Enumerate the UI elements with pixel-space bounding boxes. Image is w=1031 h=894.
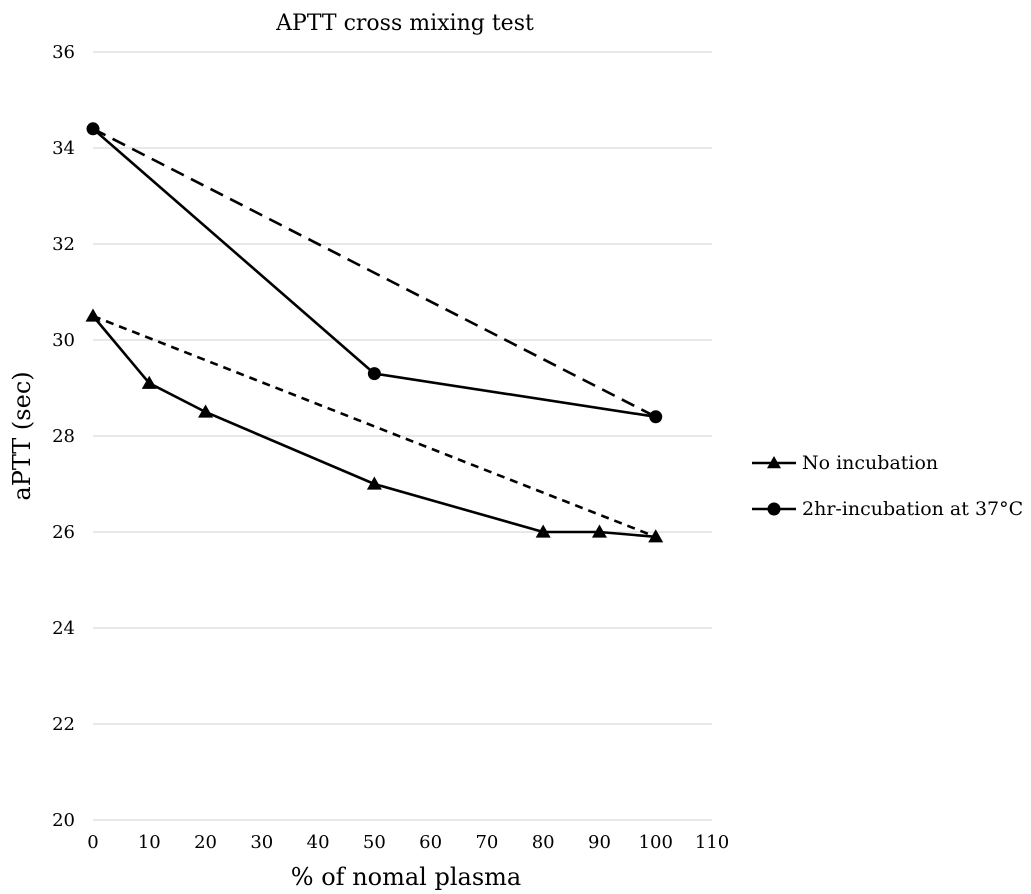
y-tick-label: 20 bbox=[52, 810, 75, 831]
x-tick-label: 20 bbox=[194, 832, 217, 853]
y-tick-label: 28 bbox=[52, 426, 75, 447]
gridlines bbox=[93, 51, 712, 821]
legend-label: 2hr-incubation at 37°C bbox=[802, 498, 1023, 520]
x-tick-label: 30 bbox=[250, 832, 273, 853]
reference-line bbox=[92, 127, 657, 418]
data-point bbox=[535, 524, 551, 538]
y-tick-label: 22 bbox=[52, 714, 75, 735]
x-tick-label: 10 bbox=[138, 832, 161, 853]
series-incubated bbox=[86, 122, 663, 424]
x-tick-label: 80 bbox=[532, 832, 555, 853]
y-tick-label: 26 bbox=[52, 522, 75, 543]
x-tick-label: 110 bbox=[695, 832, 729, 853]
x-tick-labels: 0 10 20 30 40 50 60 70 80 90 100 110 bbox=[87, 832, 729, 853]
y-tick-label: 34 bbox=[52, 138, 75, 159]
x-tick-label: 50 bbox=[363, 832, 386, 853]
series-no-incubation bbox=[85, 308, 664, 543]
data-point bbox=[648, 529, 664, 543]
x-tick-label: 0 bbox=[87, 832, 98, 853]
x-tick-label: 70 bbox=[475, 832, 498, 853]
y-tick-label: 24 bbox=[52, 618, 75, 639]
data-point bbox=[591, 524, 607, 538]
y-axis-label: aPTT (sec) bbox=[8, 371, 36, 500]
series-group bbox=[85, 122, 664, 543]
y-tick-label: 32 bbox=[52, 234, 75, 255]
x-tick-label: 100 bbox=[639, 832, 673, 853]
legend-marker bbox=[767, 456, 781, 469]
x-tick-label: 60 bbox=[419, 832, 442, 853]
data-point bbox=[649, 410, 663, 424]
data-point bbox=[198, 404, 214, 418]
x-axis-label: % of nomal plasma bbox=[291, 863, 521, 891]
chart-title: APTT cross mixing test bbox=[275, 11, 534, 36]
reference-line bbox=[92, 314, 657, 539]
data-point bbox=[366, 476, 382, 490]
y-tick-labels: 20 22 24 26 28 30 32 34 36 bbox=[52, 42, 75, 831]
legend: No incubation 2hr-incubation at 37°C bbox=[752, 452, 1023, 520]
x-tick-label: 90 bbox=[588, 832, 611, 853]
data-point bbox=[86, 122, 100, 136]
data-point bbox=[141, 375, 157, 389]
legend-marker bbox=[767, 502, 781, 516]
reference-lines bbox=[92, 127, 657, 539]
y-tick-label: 30 bbox=[52, 330, 75, 351]
x-tick-label: 40 bbox=[307, 832, 330, 853]
legend-item: No incubation bbox=[752, 452, 938, 474]
legend-item: 2hr-incubation at 37°C bbox=[752, 498, 1023, 520]
data-point bbox=[367, 367, 381, 381]
data-point bbox=[85, 308, 101, 322]
y-tick-label: 36 bbox=[52, 42, 75, 63]
legend-label: No incubation bbox=[802, 452, 938, 474]
